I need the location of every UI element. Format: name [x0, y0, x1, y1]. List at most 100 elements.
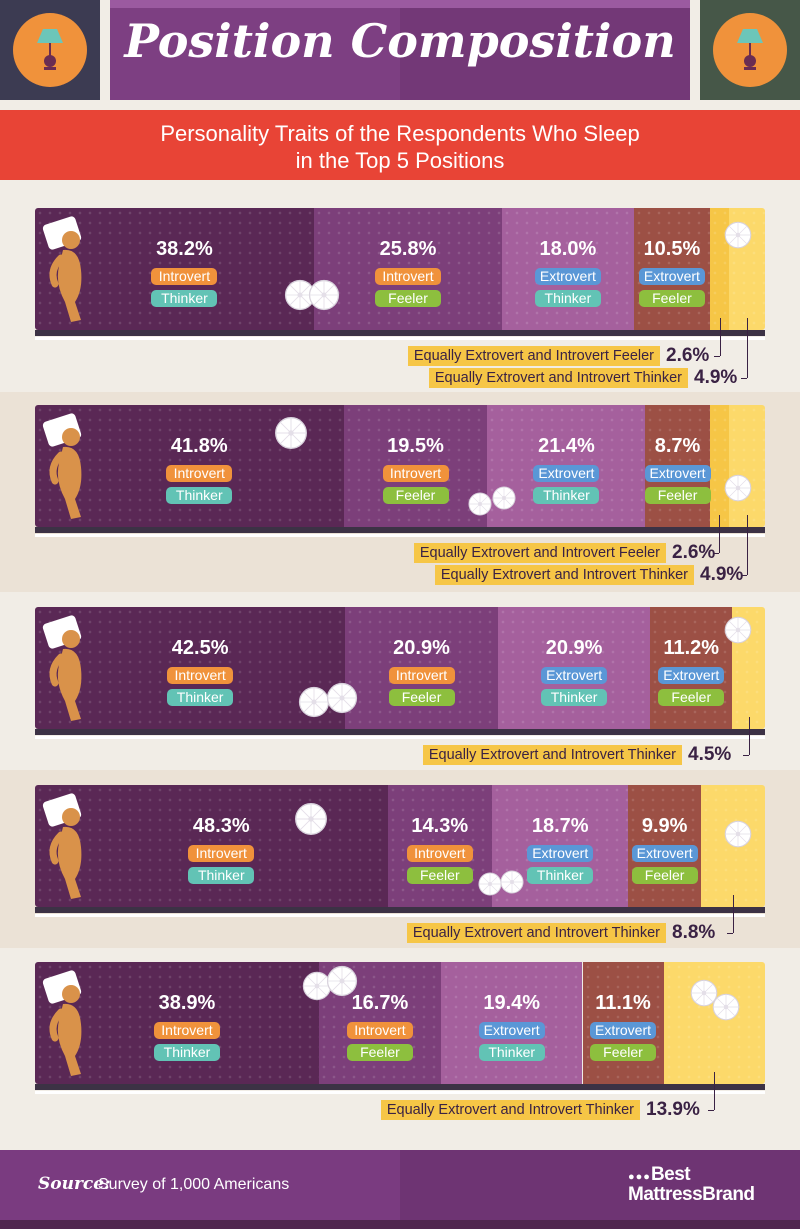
pillow-icon	[491, 485, 517, 516]
trait-tag-feeler: Feeler	[590, 1044, 656, 1061]
header-left-panel	[0, 0, 100, 100]
trait-tag-feeler: Feeler	[644, 487, 711, 504]
trait-tag-extrovert: Extrovert	[644, 465, 711, 482]
data-label-2-3: 21.4%	[538, 435, 595, 457]
data-label-4-3: 18.7%	[531, 815, 589, 837]
trait-tag-feeler: Feeler	[631, 867, 698, 884]
trait-tag-extrovert: Extrovert	[658, 667, 725, 684]
trait-tag-extrovert: Extrovert	[527, 845, 594, 862]
data-label-1-1: 38.2%	[156, 238, 213, 260]
header: Position Composition	[0, 0, 800, 110]
trait-tag-extrovert: Extrovert	[590, 1022, 656, 1039]
trait-tag-feeler: Feeler	[346, 1044, 413, 1061]
trait-tag-thinker: Thinker	[534, 290, 601, 307]
data-label-2-2: 19.5%	[387, 435, 444, 457]
data-label-1-4: 10.5%	[643, 238, 701, 260]
pillow-icon	[723, 615, 753, 650]
pillow-icon	[689, 978, 719, 1013]
page-title: Position Composition	[124, 14, 676, 68]
lamp-badge-right	[713, 13, 787, 87]
stacked-bar-4: 48.3% Introvert Thinker 14.3% Introvert Feele…	[35, 785, 765, 907]
subtitle-bar	[0, 110, 800, 180]
trait-tag-introvert: Introvert	[382, 465, 449, 482]
callout-value-1-6: 4.9%	[694, 367, 738, 388]
callout-label-2-5: Equally Extrovert and Introvert Feeler	[413, 543, 666, 563]
stacked-bar-3: 42.5% Introvert Thinker 20.9% Introvert Feele…	[35, 607, 765, 729]
leader-tick-1-5	[713, 356, 720, 357]
sleeper-figure-icon	[41, 609, 101, 729]
pillow-icon	[307, 278, 341, 317]
trait-tag-feeler: Feeler	[388, 689, 455, 706]
header-title-panel	[110, 0, 690, 100]
callout-value-2-6: 4.9%	[700, 564, 744, 585]
trait-tag-introvert: Introvert	[375, 268, 442, 285]
bar-base-1	[35, 337, 765, 340]
bar-base-5	[35, 1091, 765, 1094]
sleeper-figure-icon	[41, 787, 101, 907]
callout-value-4-6: 8.8%	[672, 922, 716, 943]
trait-tag-introvert: Introvert	[188, 845, 255, 862]
data-label-2-1: 41.8%	[170, 435, 228, 457]
stacked-bar-2: 41.8% Introvert Thinker 19.5% Introvert Feele…	[35, 405, 765, 527]
trait-tag-thinker: Thinker	[541, 689, 608, 706]
trait-tag-thinker: Thinker	[151, 290, 218, 307]
callout-label-2-6: Equally Extrovert and Introvert Thinker	[434, 565, 694, 585]
sleeper-figure-icon	[41, 210, 101, 330]
bar-base-2	[35, 534, 765, 537]
brand-line-1-text: Best	[650, 1164, 691, 1185]
trait-tag-introvert: Introvert	[406, 845, 473, 862]
pillow-icon	[499, 869, 525, 900]
leader-line-5-6	[714, 1072, 716, 1110]
leader-line-1-5	[719, 318, 721, 356]
lamp-icon	[737, 29, 763, 70]
bar-base-3	[35, 736, 765, 739]
data-label-1-2: 25.8%	[379, 238, 437, 260]
callout-value-3-6: 4.5%	[688, 744, 732, 765]
data-label-5-2: 16.7%	[351, 992, 409, 1014]
pillow-icon	[711, 992, 741, 1027]
data-label-5-4: 11.1%	[595, 992, 651, 1014]
leader-tick-2-5	[713, 553, 720, 554]
bar-shadow-1	[35, 330, 765, 336]
data-label-5-1: 38.9%	[158, 992, 216, 1014]
trait-tag-feeler: Feeler	[658, 689, 725, 706]
leader-line-4-6	[732, 895, 734, 933]
data-label-3-2: 20.9%	[393, 637, 450, 659]
trait-tag-extrovert: Extrovert	[533, 465, 600, 482]
trait-tag-thinker: Thinker	[533, 487, 600, 504]
trait-tag-extrovert: Extrovert	[534, 268, 601, 285]
trait-tag-introvert: Introvert	[388, 667, 455, 684]
leader-line-1-6	[747, 318, 749, 378]
leader-tick-5-6	[708, 1110, 715, 1111]
pillow-icon	[723, 220, 753, 255]
trait-tag-thinker: Thinker	[527, 867, 594, 884]
bar-segment-5-6	[663, 962, 765, 1084]
data-label-2-4: 8.7%	[654, 435, 701, 457]
sleeper-figure-icon	[41, 407, 101, 527]
pillow-icon	[273, 415, 309, 456]
leader-tick-2-6	[740, 575, 747, 576]
trait-tag-feeler: Feeler	[406, 867, 473, 884]
data-label-5-3: 19.4%	[483, 992, 541, 1014]
trait-tag-extrovert: Extrovert	[638, 268, 705, 285]
trait-tag-thinker: Thinker	[478, 1044, 545, 1061]
bar-segment-3-3	[497, 607, 651, 729]
trait-tag-introvert: Introvert	[151, 268, 218, 285]
data-label-3-1: 42.5%	[171, 637, 229, 659]
leader-line-2-6	[746, 515, 748, 575]
pillow-icon	[325, 964, 359, 1003]
trait-tag-feeler: Feeler	[638, 290, 705, 307]
data-label-1-3: 18.0%	[539, 238, 597, 260]
callout-label-3-6: Equally Extrovert and Introvert Thinker	[422, 745, 682, 765]
leader-tick-3-6	[742, 755, 749, 756]
trait-tag-extrovert: Extrovert	[541, 667, 608, 684]
bar-segment-2-5	[709, 405, 729, 527]
trait-tag-thinker: Thinker	[167, 689, 234, 706]
footer-strip	[0, 1220, 800, 1229]
source-text: Survey of 1,000 Americans	[98, 1176, 290, 1193]
trait-tag-introvert: Introvert	[166, 465, 233, 482]
trait-tag-thinker: Thinker	[188, 867, 255, 884]
data-label-4-4: 9.9%	[641, 815, 688, 837]
callout-label-4-6: Equally Extrovert and Introvert Thinker	[406, 923, 666, 943]
trait-tag-introvert: Introvert	[167, 667, 234, 684]
